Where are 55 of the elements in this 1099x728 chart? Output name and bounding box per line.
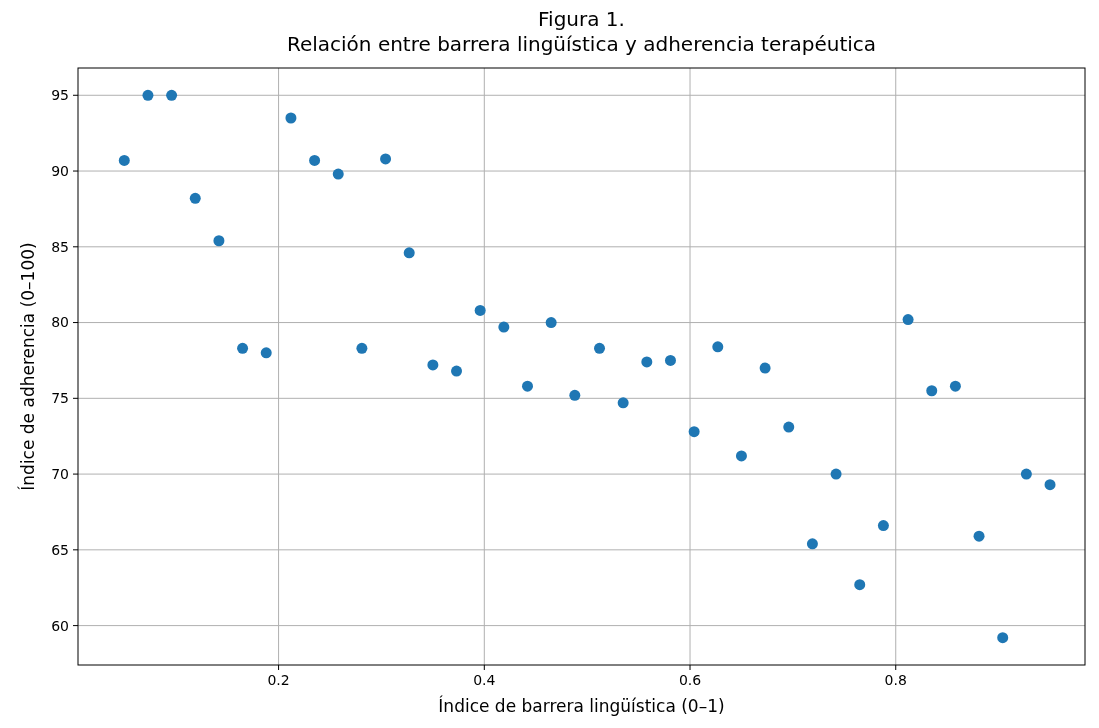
point xyxy=(142,89,154,101)
x-tick-label: 0.2 xyxy=(267,672,290,688)
point xyxy=(830,468,842,480)
point xyxy=(522,380,533,392)
point xyxy=(380,153,392,165)
y-tick-label: 75 xyxy=(51,390,69,407)
point xyxy=(569,389,581,401)
point xyxy=(474,304,486,316)
y-axis-title: Índice de adherencia (0–100) xyxy=(16,242,38,491)
y-tick-label: 65 xyxy=(51,541,69,558)
point xyxy=(309,154,321,166)
y-tick-label: 80 xyxy=(51,314,69,331)
y-tick-label: 60 xyxy=(51,617,69,634)
point xyxy=(1044,479,1056,491)
point xyxy=(973,530,985,542)
x-tick-label: 0.8 xyxy=(884,672,907,688)
point xyxy=(498,321,510,333)
point xyxy=(427,359,439,371)
y-tick-label: 85 xyxy=(51,238,69,255)
point xyxy=(1020,468,1032,480)
y-tick-label: 95 xyxy=(51,87,69,104)
point xyxy=(783,421,795,433)
point xyxy=(902,314,914,326)
point xyxy=(545,317,557,329)
point xyxy=(451,365,463,377)
y-tick-label: 90 xyxy=(51,162,69,179)
point xyxy=(806,538,818,550)
point xyxy=(688,426,700,438)
point xyxy=(285,112,297,124)
chart-title: Figura 1. Relación entre barrera lingüística y adherencia terapéutica xyxy=(286,7,877,56)
point xyxy=(237,342,249,354)
point xyxy=(118,154,130,166)
point xyxy=(641,356,653,368)
point xyxy=(403,247,415,259)
point xyxy=(189,192,201,204)
point xyxy=(949,380,961,392)
point xyxy=(260,347,272,359)
point xyxy=(735,450,747,462)
point xyxy=(213,235,225,247)
point xyxy=(617,397,629,409)
point xyxy=(664,354,676,366)
point xyxy=(926,385,938,397)
point xyxy=(594,342,605,354)
point xyxy=(997,632,1009,644)
point xyxy=(759,362,771,374)
point xyxy=(877,520,889,532)
point xyxy=(332,168,344,180)
y-tick-label: 70 xyxy=(51,465,69,482)
point xyxy=(356,342,368,354)
x-axis-title: Índice de barrera lingüística (0–1) xyxy=(438,695,725,716)
x-tick-label: 0.4 xyxy=(473,672,496,688)
point xyxy=(712,341,724,353)
x-tick-label: 0.6 xyxy=(678,672,702,688)
point xyxy=(854,579,866,591)
point xyxy=(166,89,178,101)
